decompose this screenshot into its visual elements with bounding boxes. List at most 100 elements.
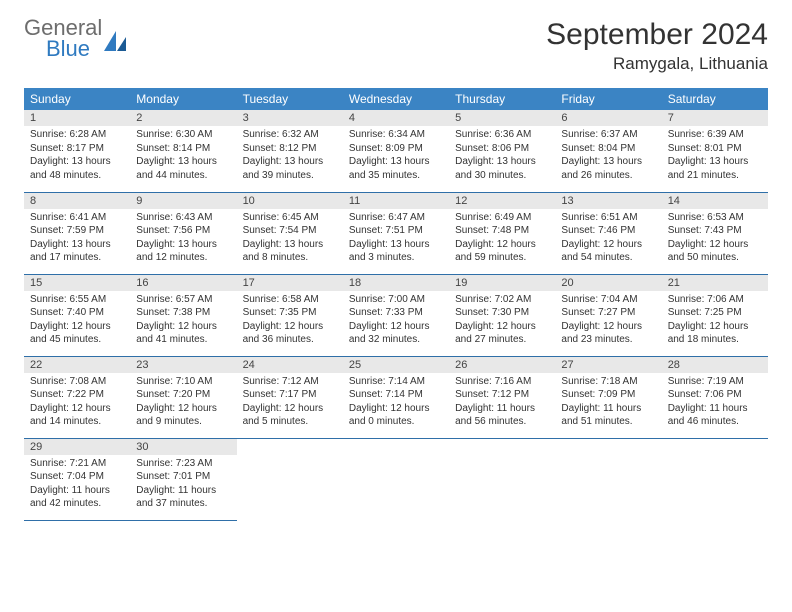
page-header: General Blue September 2024 Ramygala, Li… <box>24 18 768 74</box>
sunset-line: Sunset: 8:06 PM <box>455 142 549 156</box>
sunrise-line: Sunrise: 6:43 AM <box>136 211 230 225</box>
calendar-cell: 11 Sunrise: 6:47 AMSunset: 7:51 PMDayligh… <box>343 192 449 274</box>
sunset-line: Sunset: 7:56 PM <box>136 224 230 238</box>
day-number: 4 <box>343 110 449 126</box>
sunset-line: Sunset: 7:43 PM <box>668 224 762 238</box>
sunrise-line: Sunrise: 7:21 AM <box>30 457 124 471</box>
sunrise-line: Sunrise: 6:41 AM <box>30 211 124 225</box>
sunset-line: Sunset: 7:20 PM <box>136 388 230 402</box>
daylight-line: Daylight: 13 hours and 26 minutes. <box>561 155 655 182</box>
day-number: 29 <box>24 439 130 455</box>
sunrise-line: Sunrise: 6:47 AM <box>349 211 443 225</box>
sunset-line: Sunset: 7:51 PM <box>349 224 443 238</box>
daylight-line: Daylight: 13 hours and 48 minutes. <box>30 155 124 182</box>
calendar-cell: 7Sunrise: 6:39 AMSunset: 8:01 PMDaylight… <box>662 110 768 192</box>
day-body: Sunrise: 6:43 AMSunset: 7:56 PMDaylight:… <box>130 209 236 269</box>
sunset-line: Sunset: 7:48 PM <box>455 224 549 238</box>
sunrise-line: Sunrise: 7:18 AM <box>561 375 655 389</box>
sunset-line: Sunset: 7:40 PM <box>30 306 124 320</box>
weekday-header: Friday <box>555 88 661 110</box>
sunrise-line: Sunrise: 6:34 AM <box>349 128 443 142</box>
sunset-line: Sunset: 8:17 PM <box>30 142 124 156</box>
day-body: Sunrise: 6:53 AMSunset: 7:43 PMDaylight:… <box>662 209 768 269</box>
calendar-cell: 24Sunrise: 7:12 AMSunset: 7:17 PMDayligh… <box>237 356 343 438</box>
calendar-row: 29Sunrise: 7:21 AMSunset: 7:04 PMDayligh… <box>24 438 768 520</box>
calendar-cell: 19Sunrise: 7:02 AMSunset: 7:30 PMDayligh… <box>449 274 555 356</box>
sunrise-line: Sunrise: 6:37 AM <box>561 128 655 142</box>
sunrise-line: Sunrise: 6:57 AM <box>136 293 230 307</box>
sunrise-line: Sunrise: 6:36 AM <box>455 128 549 142</box>
day-number: 13 <box>555 193 661 209</box>
calendar-cell <box>662 438 768 520</box>
sunset-line: Sunset: 7:46 PM <box>561 224 655 238</box>
calendar-cell: 5Sunrise: 6:36 AMSunset: 8:06 PMDaylight… <box>449 110 555 192</box>
logo-text-blue: Blue <box>46 39 102 60</box>
day-body: Sunrise: 7:21 AMSunset: 7:04 PMDaylight:… <box>24 455 130 515</box>
day-body: Sunrise: 6:36 AMSunset: 8:06 PMDaylight:… <box>449 126 555 186</box>
day-number: 26 <box>449 357 555 373</box>
calendar-cell: 9Sunrise: 6:43 AMSunset: 7:56 PMDaylight… <box>130 192 236 274</box>
calendar-cell: 16Sunrise: 6:57 AMSunset: 7:38 PMDayligh… <box>130 274 236 356</box>
day-body: Sunrise: 6:30 AMSunset: 8:14 PMDaylight:… <box>130 126 236 186</box>
day-body: Sunrise: 7:08 AMSunset: 7:22 PMDaylight:… <box>24 373 130 433</box>
daylight-line: Daylight: 11 hours and 56 minutes. <box>455 402 549 429</box>
logo-sail-icon <box>102 29 130 53</box>
calendar-cell: 8Sunrise: 6:41 AMSunset: 7:59 PMDaylight… <box>24 192 130 274</box>
sunset-line: Sunset: 7:54 PM <box>243 224 337 238</box>
daylight-line: Daylight: 11 hours and 46 minutes. <box>668 402 762 429</box>
day-body: Sunrise: 6:45 AMSunset: 7:54 PMDaylight:… <box>237 209 343 269</box>
sunset-line: Sunset: 7:12 PM <box>455 388 549 402</box>
day-number: 9 <box>130 193 236 209</box>
calendar-cell <box>237 438 343 520</box>
calendar-cell: 23Sunrise: 7:10 AMSunset: 7:20 PMDayligh… <box>130 356 236 438</box>
sunset-line: Sunset: 7:14 PM <box>349 388 443 402</box>
sunset-line: Sunset: 7:01 PM <box>136 470 230 484</box>
weekday-header: Wednesday <box>343 88 449 110</box>
day-body: Sunrise: 6:58 AMSunset: 7:35 PMDaylight:… <box>237 291 343 351</box>
sunset-line: Sunset: 7:25 PM <box>668 306 762 320</box>
weekday-header-row: SundayMondayTuesdayWednesdayThursdayFrid… <box>24 88 768 110</box>
day-number: 16 <box>130 275 236 291</box>
logo: General Blue <box>24 18 130 60</box>
calendar-cell: 12Sunrise: 6:49 AMSunset: 7:48 PMDayligh… <box>449 192 555 274</box>
daylight-line: Daylight: 12 hours and 23 minutes. <box>561 320 655 347</box>
day-number: 24 <box>237 357 343 373</box>
calendar-table: SundayMondayTuesdayWednesdayThursdayFrid… <box>24 88 768 521</box>
sunset-line: Sunset: 7:38 PM <box>136 306 230 320</box>
day-number: 5 <box>449 110 555 126</box>
sunset-line: Sunset: 7:06 PM <box>668 388 762 402</box>
calendar-cell: 29Sunrise: 7:21 AMSunset: 7:04 PMDayligh… <box>24 438 130 520</box>
day-body: Sunrise: 7:00 AMSunset: 7:33 PMDaylight:… <box>343 291 449 351</box>
day-number: 25 <box>343 357 449 373</box>
day-number: 23 <box>130 357 236 373</box>
sunset-line: Sunset: 7:30 PM <box>455 306 549 320</box>
day-number: 22 <box>24 357 130 373</box>
sunrise-line: Sunrise: 6:28 AM <box>30 128 124 142</box>
sunrise-line: Sunrise: 6:51 AM <box>561 211 655 225</box>
daylight-line: Daylight: 13 hours and 3 minutes. <box>349 238 443 265</box>
daylight-line: Daylight: 12 hours and 41 minutes. <box>136 320 230 347</box>
sunrise-line: Sunrise: 7:04 AM <box>561 293 655 307</box>
day-body: Sunrise: 6:57 AMSunset: 7:38 PMDaylight:… <box>130 291 236 351</box>
sunrise-line: Sunrise: 6:39 AM <box>668 128 762 142</box>
daylight-line: Daylight: 12 hours and 54 minutes. <box>561 238 655 265</box>
sunrise-line: Sunrise: 6:32 AM <box>243 128 337 142</box>
day-body: Sunrise: 6:51 AMSunset: 7:46 PMDaylight:… <box>555 209 661 269</box>
sunset-line: Sunset: 7:27 PM <box>561 306 655 320</box>
day-number: 10 <box>237 193 343 209</box>
sunrise-line: Sunrise: 7:14 AM <box>349 375 443 389</box>
sunset-line: Sunset: 7:22 PM <box>30 388 124 402</box>
sunset-line: Sunset: 7:09 PM <box>561 388 655 402</box>
sunset-line: Sunset: 7:35 PM <box>243 306 337 320</box>
sunset-line: Sunset: 8:04 PM <box>561 142 655 156</box>
day-number: 11 <box>343 193 449 209</box>
daylight-line: Daylight: 12 hours and 0 minutes. <box>349 402 443 429</box>
sunset-line: Sunset: 8:09 PM <box>349 142 443 156</box>
calendar-cell <box>449 438 555 520</box>
calendar-cell: 3Sunrise: 6:32 AMSunset: 8:12 PMDaylight… <box>237 110 343 192</box>
day-body: Sunrise: 7:02 AMSunset: 7:30 PMDaylight:… <box>449 291 555 351</box>
daylight-line: Daylight: 13 hours and 39 minutes. <box>243 155 337 182</box>
daylight-line: Daylight: 13 hours and 8 minutes. <box>243 238 337 265</box>
weekday-header: Thursday <box>449 88 555 110</box>
calendar-cell: 26Sunrise: 7:16 AMSunset: 7:12 PMDayligh… <box>449 356 555 438</box>
